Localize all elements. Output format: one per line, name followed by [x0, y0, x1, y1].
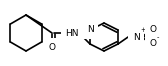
- Text: O: O: [150, 25, 157, 35]
- Text: +: +: [140, 27, 145, 33]
- Text: HN: HN: [65, 29, 79, 37]
- Text: N: N: [87, 25, 93, 35]
- Text: O: O: [49, 43, 55, 51]
- Text: -: -: [157, 34, 159, 40]
- Text: N: N: [133, 32, 139, 42]
- Text: O: O: [150, 39, 157, 49]
